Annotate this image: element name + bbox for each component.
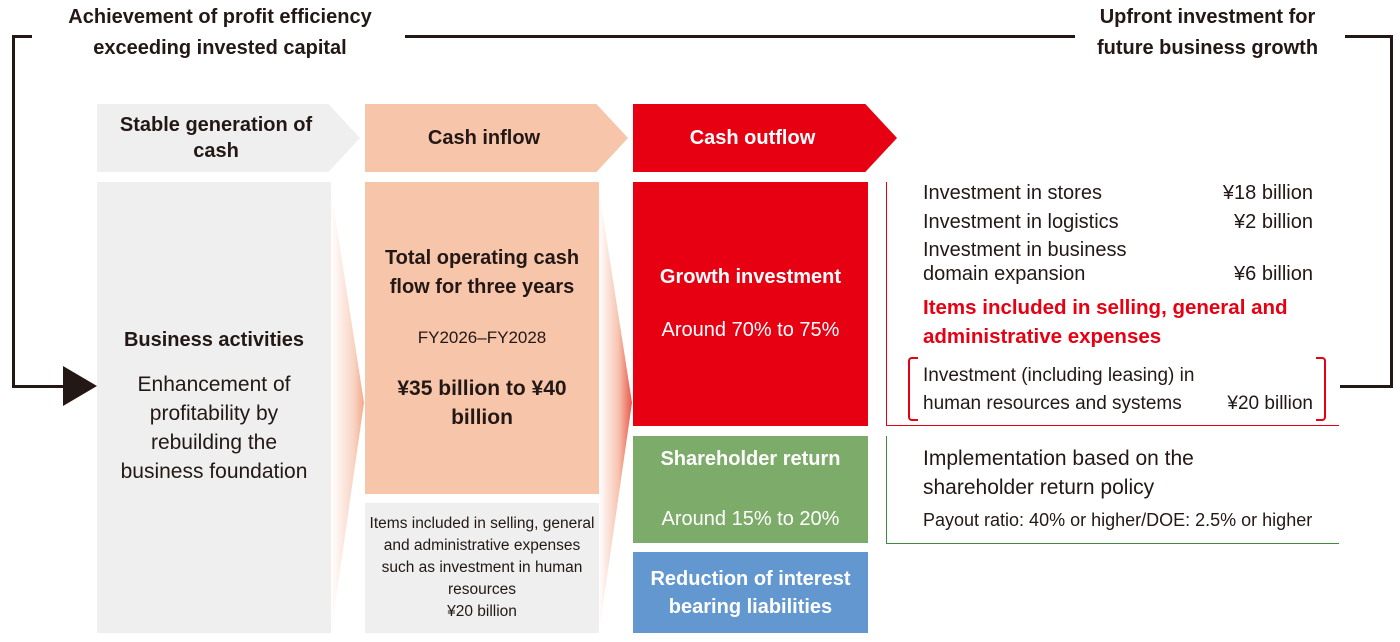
flow-wedge-1 xyxy=(331,190,364,633)
sga-item: Investment (including leasing) in human … xyxy=(923,362,1313,418)
bracket-left xyxy=(908,357,918,421)
loop-line-top-left xyxy=(12,35,32,38)
debt-reduction-box: Reduction of interest bearing liabilitie… xyxy=(633,552,868,633)
growth-details-border xyxy=(886,182,1339,426)
cash-inflow-box: Total operating cash flow for three year… xyxy=(365,182,599,494)
growth-investment-box: Growth investment Around 70% to 75% xyxy=(633,182,868,426)
shareholder-return-share: Around 15% to 20% xyxy=(661,508,840,530)
debt-reduction-title: Reduction of interest bearing liabilitie… xyxy=(650,567,851,618)
business-activities-box: Business activities Enhancement of profi… xyxy=(97,182,331,633)
growth-investment-share: Around 70% to 75% xyxy=(661,319,840,341)
sga-heading: Items included in selling, general and a… xyxy=(923,296,1288,348)
sga-item-label: Investment (including leasing) in human … xyxy=(923,365,1195,414)
growth-item-label: Investment in logistics xyxy=(923,211,1119,233)
cash-inflow-amount: ¥35 billion to ¥40 billion xyxy=(397,377,567,429)
arrow-right-icon xyxy=(63,366,97,406)
growth-item-logistics: Investment in logistics ¥2 billion xyxy=(923,209,1313,236)
growth-details: Investment in stores ¥18 billion Investme… xyxy=(923,180,1313,351)
shareholder-details-border xyxy=(886,436,1339,544)
loop-line-right-bottom xyxy=(1340,385,1393,388)
header-cash-inflow-label: Cash inflow xyxy=(427,127,541,149)
business-activities-text: Enhancement of profitability by rebuildi… xyxy=(120,373,308,483)
business-activities-title: Business activities xyxy=(123,329,305,351)
right-loop-label: Upfront investment for future business g… xyxy=(1096,6,1319,59)
loop-line-right-vertical xyxy=(1390,35,1393,388)
sga-note-amount: ¥20 billion xyxy=(447,603,517,620)
loop-line-left-vertical xyxy=(12,35,15,388)
header-stable-generation: Stable generation of cash xyxy=(97,104,360,172)
header-stable-generation-label: Stable generation of cash xyxy=(119,114,313,162)
shareholder-details: Implementation based on the shareholder … xyxy=(923,444,1343,534)
shareholder-policy-metrics: Payout ratio: 40% or higher/DOE: 2.5% or… xyxy=(923,510,1313,530)
header-cash-outflow-label: Cash outflow xyxy=(689,127,816,149)
growth-investment-title: Growth investment xyxy=(659,266,842,288)
sga-note-text: Items included in selling, general and a… xyxy=(369,515,595,598)
growth-item-label: Investment in business domain expansion xyxy=(923,239,1127,285)
loop-line-left-bottom xyxy=(12,385,67,388)
cash-inflow-period: FY2026–FY2028 xyxy=(417,328,547,347)
growth-item-amount: ¥6 billion xyxy=(1234,263,1313,285)
sga-note-box: Items included in selling, general and a… xyxy=(365,503,599,633)
header-cash-outflow: Cash outflow xyxy=(633,104,897,172)
flow-wedge-2 xyxy=(599,190,632,633)
cash-inflow-title: Total operating cash flow for three year… xyxy=(384,247,580,298)
growth-item-label: Investment in stores xyxy=(923,182,1102,204)
growth-item-amount: ¥18 billion xyxy=(1222,182,1313,204)
bracket-right xyxy=(1316,357,1326,421)
loop-line-top-right xyxy=(1345,35,1393,38)
header-cash-inflow: Cash inflow xyxy=(365,104,628,172)
shareholder-policy-text: Implementation based on the shareholder … xyxy=(923,447,1194,499)
growth-item-stores: Investment in stores ¥18 billion xyxy=(923,180,1313,207)
shareholder-return-box: Shareholder return Around 15% to 20% xyxy=(633,436,868,543)
sga-item-amount: ¥20 billion xyxy=(1227,393,1313,414)
growth-item-amount: ¥2 billion xyxy=(1234,211,1313,233)
growth-item-domain: Investment in business domain expansion ¥… xyxy=(923,238,1313,286)
shareholder-return-title: Shareholder return xyxy=(660,448,841,470)
loop-line-top-middle xyxy=(405,35,1075,38)
left-loop-label: Achievement of profit efficiency exceedi… xyxy=(68,6,372,59)
